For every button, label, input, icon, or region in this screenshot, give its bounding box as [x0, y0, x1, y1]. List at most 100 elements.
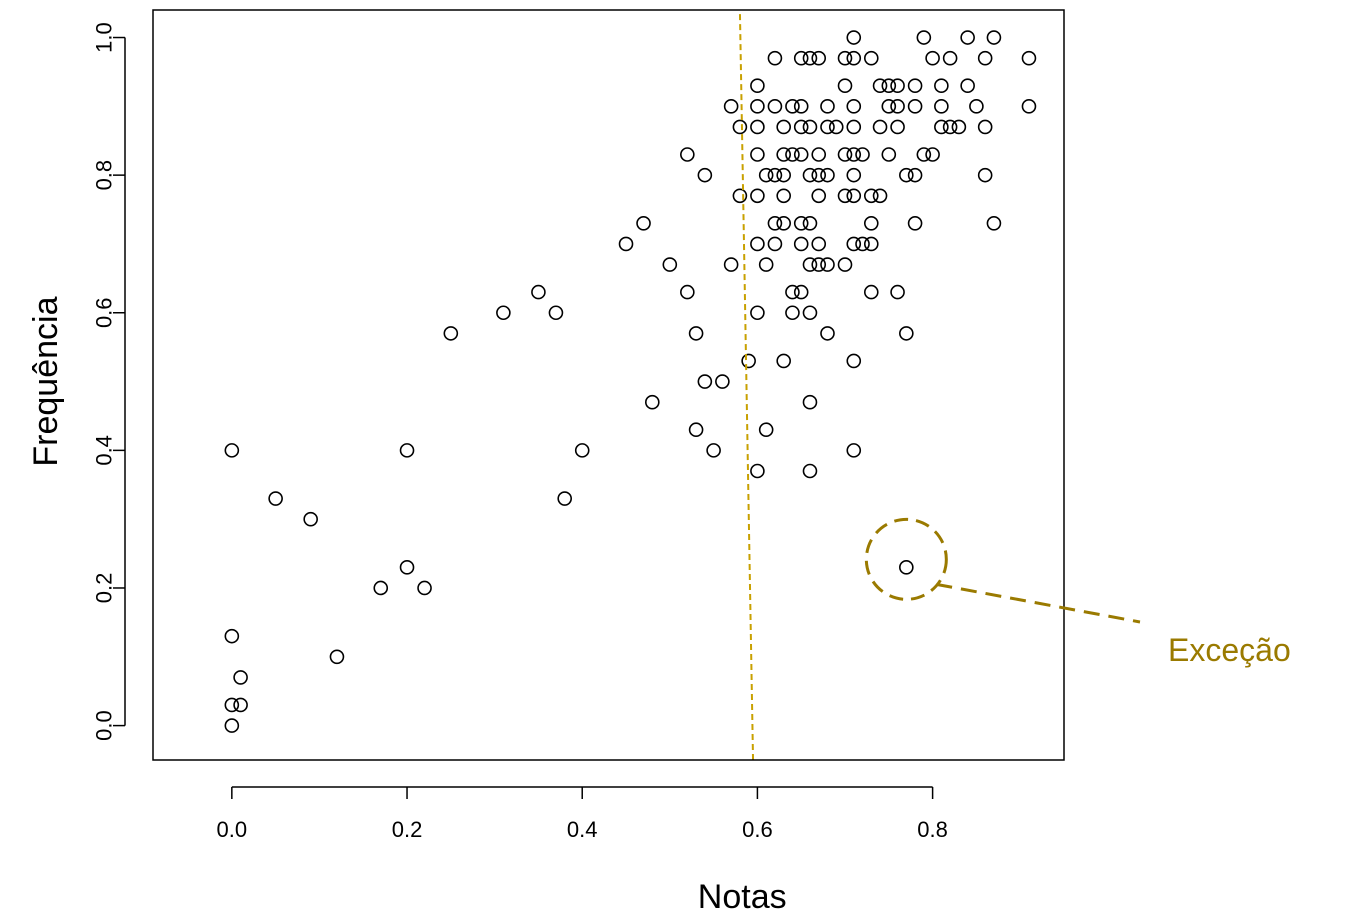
data-point: [837, 147, 853, 162]
data-point: [224, 443, 240, 458]
data-point: [811, 50, 827, 66]
data-point: [881, 78, 897, 93]
data-point: [846, 188, 862, 204]
data-point: [793, 99, 809, 114]
x-tick-label: 0.4: [567, 817, 598, 842]
x-tick-label: 0.2: [392, 817, 423, 842]
data-point: [723, 99, 739, 114]
threshold-line: [738, 9, 755, 761]
data-point: [548, 305, 564, 321]
data-point: [758, 257, 774, 272]
data-point: [767, 99, 783, 114]
data-point: [899, 167, 914, 183]
data-point: [741, 353, 756, 369]
exception-label: Exceção: [1168, 632, 1291, 668]
data-point: [899, 326, 914, 341]
data-point: [680, 147, 695, 162]
data-point: [899, 560, 914, 575]
data-point: [802, 216, 818, 231]
data-point: [863, 236, 879, 252]
data-point: [802, 257, 818, 272]
data-point: [793, 147, 809, 162]
data-point: [399, 560, 415, 575]
data-point: [846, 167, 862, 183]
data-point: [767, 236, 783, 252]
data-point: [846, 236, 862, 252]
data-point: [776, 188, 791, 204]
data-point: [986, 216, 1002, 231]
data-point: [758, 167, 774, 183]
data-point: [934, 119, 949, 135]
data-point: [811, 188, 827, 204]
data-point: [872, 188, 888, 204]
data-point: [715, 374, 730, 389]
data-point: [969, 99, 984, 114]
data-point: [644, 394, 660, 410]
data-point: [828, 119, 844, 135]
data-point: [846, 443, 862, 458]
data-point: [907, 167, 923, 183]
data-point: [662, 257, 678, 272]
data-point: [820, 99, 835, 114]
data-point: [688, 422, 704, 438]
data-point: [802, 119, 818, 135]
data-point: [793, 216, 809, 231]
data-point: [811, 167, 827, 183]
data-point: [750, 119, 765, 135]
data-point: [925, 147, 940, 162]
data-point: [732, 119, 748, 135]
plot-frame: [152, 9, 1065, 761]
data-point: [872, 78, 888, 93]
data-point: [820, 257, 835, 272]
data-point: [811, 147, 827, 162]
data-point: [977, 167, 993, 183]
data-point: [785, 99, 800, 114]
y-tick-label: 0.4: [92, 435, 117, 466]
x-tick-label: 0.6: [742, 817, 773, 842]
data-point: [776, 119, 791, 135]
data-point: [907, 78, 923, 93]
data-point: [233, 697, 248, 713]
data-point: [1021, 99, 1037, 114]
exception-leader-line: [936, 582, 1141, 624]
data-point: [802, 50, 818, 66]
data-point: [706, 443, 721, 458]
data-point: [1021, 50, 1037, 66]
data-point: [881, 147, 897, 162]
data-point: [767, 167, 783, 183]
data-point: [863, 50, 879, 66]
data-point: [820, 326, 835, 341]
data-point: [811, 236, 827, 252]
data-point: [697, 167, 713, 183]
data-point: [750, 236, 765, 252]
data-point: [977, 50, 993, 66]
data-point: [688, 326, 704, 341]
data-point: [776, 147, 791, 162]
data-point: [750, 147, 765, 162]
data-point: [697, 374, 713, 389]
data-point: [986, 30, 1002, 45]
data-point: [767, 216, 783, 231]
data-point: [793, 119, 809, 135]
data-point: [802, 394, 818, 410]
data-point: [802, 167, 818, 183]
y-tick-label: 0.6: [92, 297, 117, 328]
data-point: [960, 78, 975, 93]
data-point: [750, 463, 765, 479]
data-point: [890, 284, 905, 300]
exception-highlight-circle: [864, 517, 948, 601]
exception-annotation: Exceção: [864, 517, 1291, 668]
data-point: [872, 119, 888, 135]
data-point: [977, 119, 993, 135]
data-point: [951, 119, 967, 135]
data-point: [531, 284, 546, 300]
data-point: [855, 236, 870, 252]
data-point: [776, 216, 791, 231]
data-point: [750, 99, 765, 114]
data-point: [268, 491, 283, 506]
data-point: [373, 580, 389, 596]
data-point: [636, 216, 651, 231]
data-point: [443, 326, 459, 341]
data-point: [224, 628, 240, 644]
